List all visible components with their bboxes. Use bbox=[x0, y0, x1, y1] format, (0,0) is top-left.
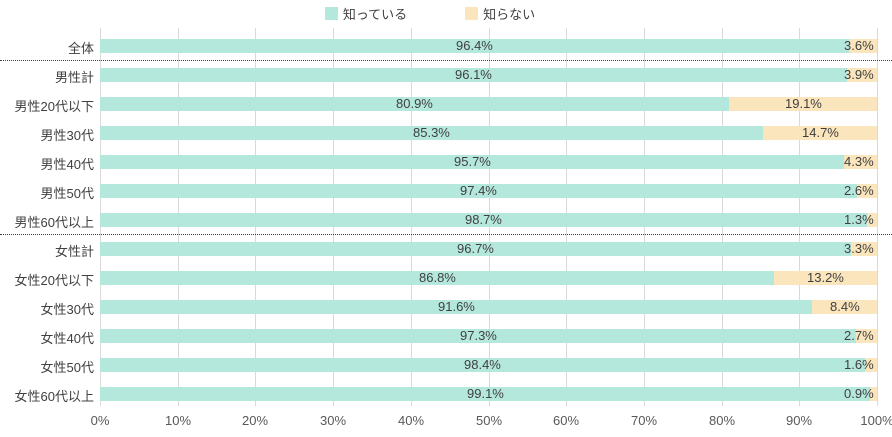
bar-segment-known bbox=[100, 213, 867, 227]
bar-segment-known bbox=[100, 387, 870, 401]
bar-value-known: 86.8% bbox=[419, 270, 456, 285]
bar-segment-unknown bbox=[851, 242, 877, 256]
bar-segment-unknown bbox=[870, 387, 877, 401]
x-axis-tick-label: 100% bbox=[860, 413, 892, 428]
bar-value-known: 91.6% bbox=[438, 299, 475, 314]
bar-value-unknown: 3.9% bbox=[844, 67, 874, 82]
gridline bbox=[877, 28, 878, 406]
bar-segment-known bbox=[100, 39, 849, 53]
x-axis-tick-label: 30% bbox=[319, 413, 347, 428]
separator-line bbox=[0, 234, 892, 235]
bar-segment-unknown bbox=[849, 39, 877, 53]
unknown-color-swatch-icon bbox=[465, 7, 479, 20]
bar-segment-known bbox=[100, 358, 865, 372]
bar-value-known: 96.4% bbox=[456, 38, 493, 53]
category-label: 女性50代 bbox=[40, 360, 94, 375]
x-axis-tick-label: 70% bbox=[630, 413, 658, 428]
bar-value-known: 96.1% bbox=[455, 67, 492, 82]
x-axis-tick-label: 40% bbox=[397, 413, 425, 428]
bar-value-unknown: 14.7% bbox=[802, 125, 839, 140]
bar-segment-known bbox=[100, 126, 763, 140]
legend-label-unknown: 知らない bbox=[483, 7, 536, 22]
category-label: 男性20代以下 bbox=[14, 99, 94, 114]
bar-segment-known bbox=[100, 68, 847, 82]
bar-value-known: 98.4% bbox=[464, 357, 501, 372]
bar-value-unknown: 13.2% bbox=[807, 270, 844, 285]
bar-value-unknown: 2.7% bbox=[844, 328, 874, 343]
bar-value-known: 98.7% bbox=[465, 212, 502, 227]
category-label: 女性計 bbox=[54, 244, 94, 259]
bar-value-unknown: 1.3% bbox=[844, 212, 874, 227]
bar-value-known: 96.7% bbox=[457, 241, 494, 256]
bar-segment-unknown bbox=[844, 155, 877, 169]
x-axis-tick-label: 90% bbox=[785, 413, 813, 428]
bar-segment-unknown bbox=[763, 126, 877, 140]
bar-value-unknown: 3.3% bbox=[844, 241, 874, 256]
bar-value-unknown: 19.1% bbox=[785, 96, 822, 111]
bar-value-known: 99.1% bbox=[467, 386, 504, 401]
bar-segment-unknown bbox=[856, 329, 877, 343]
x-axis-tick-label: 0% bbox=[90, 413, 110, 428]
bar-value-unknown: 1.6% bbox=[844, 357, 874, 372]
legend-label-known: 知っている bbox=[342, 7, 408, 22]
bar-value-known: 85.3% bbox=[413, 125, 450, 140]
bar-value-known: 97.4% bbox=[460, 183, 497, 198]
bar-value-unknown: 4.3% bbox=[844, 154, 874, 169]
bar-segment-known bbox=[100, 184, 857, 198]
chart-legend: 知っている 知らない bbox=[0, 4, 876, 23]
x-axis-tick-label: 20% bbox=[241, 413, 269, 428]
bar-segment-known bbox=[100, 155, 844, 169]
bar-segment-known bbox=[100, 97, 729, 111]
category-label: 男性30代 bbox=[40, 128, 94, 143]
x-axis-tick-label: 50% bbox=[475, 413, 503, 428]
category-label: 女性60代以上 bbox=[14, 389, 94, 404]
category-label: 全体 bbox=[67, 41, 94, 56]
separator-line bbox=[0, 60, 892, 61]
category-label: 男性計 bbox=[54, 70, 94, 85]
legend-item-unknown: 知らない bbox=[465, 4, 535, 23]
bar-value-unknown: 0.9% bbox=[844, 386, 874, 401]
bar-segment-unknown bbox=[857, 184, 877, 198]
category-label: 女性40代 bbox=[40, 331, 94, 346]
bar-value-unknown: 8.4% bbox=[830, 299, 860, 314]
bar-segment-unknown bbox=[865, 358, 877, 372]
bar-value-unknown: 2.6% bbox=[844, 183, 874, 198]
bar-segment-unknown bbox=[774, 271, 877, 285]
bar-value-known: 80.9% bbox=[396, 96, 433, 111]
bar-segment-unknown bbox=[729, 97, 877, 111]
bar-segment-unknown bbox=[812, 300, 877, 314]
bar-value-known: 95.7% bbox=[454, 154, 491, 169]
bar-segment-known bbox=[100, 271, 774, 285]
category-label: 女性30代 bbox=[40, 302, 94, 317]
category-label: 男性40代 bbox=[40, 157, 94, 172]
category-label: 男性60代以上 bbox=[14, 215, 94, 230]
bar-segment-unknown bbox=[867, 213, 877, 227]
category-label: 男性50代 bbox=[40, 186, 94, 201]
known-color-swatch-icon bbox=[324, 7, 338, 20]
bar-value-unknown: 3.6% bbox=[844, 38, 874, 53]
x-axis-tick-label: 10% bbox=[164, 413, 192, 428]
bar-segment-known bbox=[100, 300, 812, 314]
x-axis-tick-label: 60% bbox=[552, 413, 580, 428]
legend-item-known: 知っている bbox=[324, 4, 408, 23]
bar-segment-known bbox=[100, 242, 851, 256]
x-axis-tick-label: 80% bbox=[708, 413, 736, 428]
bar-segment-known bbox=[100, 329, 856, 343]
bar-value-known: 97.3% bbox=[460, 328, 497, 343]
bar-segment-unknown bbox=[847, 68, 877, 82]
category-label: 女性20代以下 bbox=[14, 273, 94, 288]
